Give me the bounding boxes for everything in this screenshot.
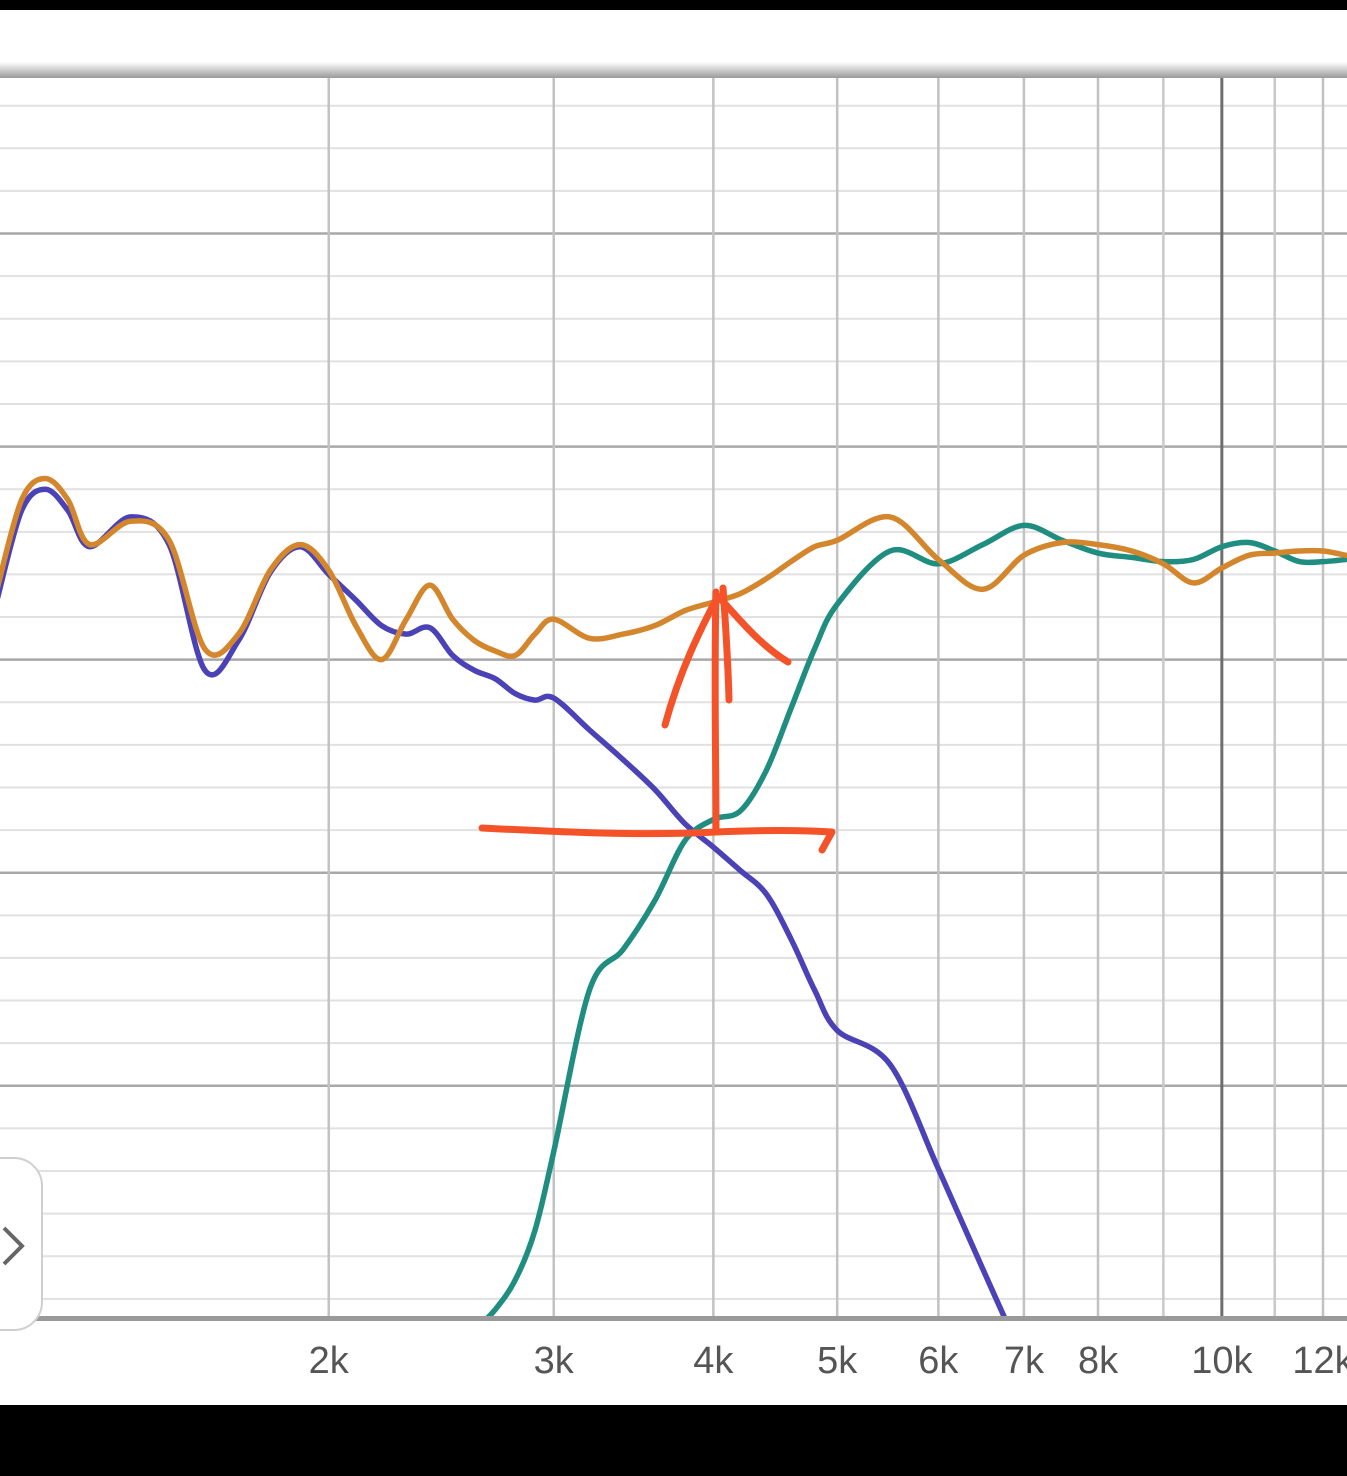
x-axis-labels: 2k 3k 4k 5k 6k 7k 8k 10k 12k: [309, 1340, 1347, 1382]
series-line: [483, 522, 1347, 1318]
x-tick-label: 3k: [534, 1340, 575, 1382]
grid: [0, 78, 1347, 1318]
annotation-stroke: [661, 592, 792, 729]
x-tick-label: 7k: [1004, 1340, 1045, 1382]
annotation-stroke: [711, 588, 720, 834]
chevron-icon: [2, 1226, 25, 1266]
x-tick-label: 12k: [1292, 1340, 1347, 1382]
x-tick-label: 8k: [1078, 1340, 1119, 1382]
x-tick-label: 4k: [693, 1340, 734, 1382]
plot-top-border: [0, 62, 1347, 78]
curves: [0, 475, 1347, 1318]
series-line: [0, 475, 1347, 663]
annotation: [478, 584, 836, 854]
x-tick-label: 10k: [1191, 1340, 1253, 1382]
x-tick-label: 6k: [918, 1340, 959, 1382]
annotation-stroke: [478, 824, 836, 854]
x-tick-label: 2k: [309, 1340, 350, 1382]
x-tick-label: 5k: [817, 1340, 858, 1382]
plot-bottom-border: [0, 1316, 1347, 1321]
side-panel-button[interactable]: [0, 1157, 43, 1331]
annotation-stroke: [719, 584, 733, 704]
